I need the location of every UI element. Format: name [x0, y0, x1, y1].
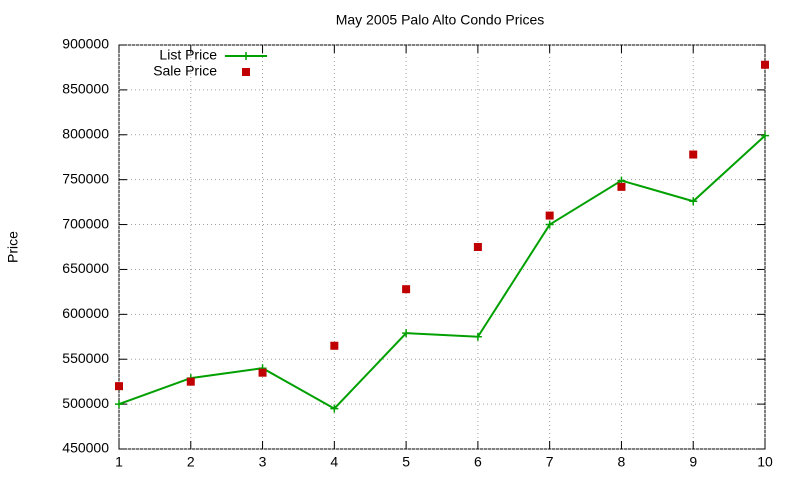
data-point [473, 332, 482, 341]
data-point [186, 377, 195, 386]
data-point [617, 182, 626, 191]
y-tick-label: 450000 [62, 440, 109, 456]
data-point [689, 197, 698, 206]
y-axis-label: Price [5, 231, 21, 263]
legend-label: List Price [159, 47, 217, 63]
data-point [115, 382, 123, 391]
y-tick-label: 750000 [62, 170, 109, 186]
data-point [689, 150, 698, 159]
x-tick-label: 8 [618, 454, 626, 470]
data-point [473, 243, 482, 251]
y-tick-label: 600000 [62, 305, 109, 321]
chart-title: May 2005 Palo Alto Condo Prices [336, 12, 545, 28]
data-point [402, 285, 411, 294]
x-tick-label: 10 [757, 454, 773, 470]
y-tick-label: 800000 [62, 125, 109, 141]
legend-marker [242, 68, 250, 76]
x-tick-label: 4 [330, 454, 338, 470]
legend-marker [242, 52, 250, 60]
y-tick-label: 900000 [62, 36, 109, 52]
series-line [118, 134, 766, 410]
x-tick-label: 9 [689, 454, 697, 470]
y-tick-label: 850000 [62, 81, 109, 97]
data-point [761, 131, 769, 140]
data-point [258, 368, 267, 377]
data-point [761, 60, 769, 69]
data-point [115, 400, 123, 409]
y-tick-label: 500000 [62, 395, 109, 411]
x-tick-label: 1 [115, 454, 123, 470]
plot-frame [118, 44, 766, 450]
y-tick-label: 700000 [62, 215, 109, 231]
x-tick-label: 3 [259, 454, 267, 470]
data-point [402, 329, 411, 338]
data-point [330, 404, 339, 413]
legend-label: Sale Price [153, 63, 217, 79]
x-tick-label: 5 [402, 454, 410, 470]
data-point [545, 211, 554, 220]
y-tick-label: 650000 [62, 260, 109, 276]
data-point [545, 220, 554, 229]
y-tick-label: 550000 [62, 350, 109, 366]
x-tick-label: 2 [187, 454, 195, 470]
data-point [330, 341, 339, 350]
x-tick-label: 6 [474, 454, 482, 470]
x-tick-label: 7 [546, 454, 554, 470]
